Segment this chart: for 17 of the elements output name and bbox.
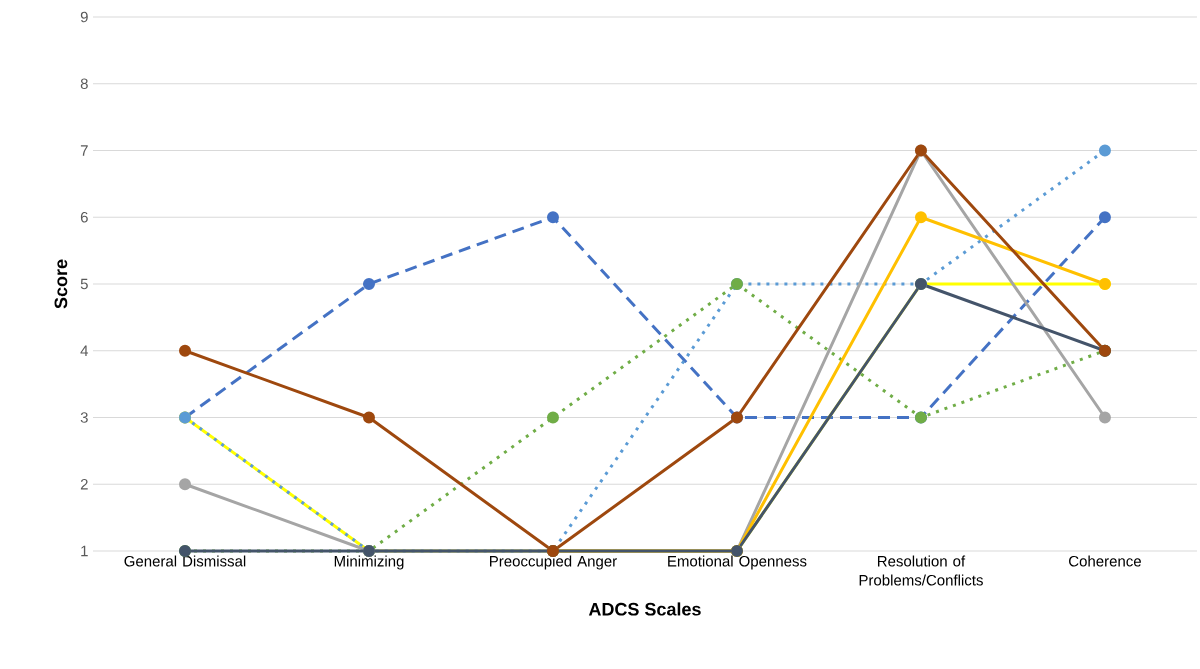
x-tick-label: Emotional Openness (668, 555, 807, 570)
y-tick-label: 7 (80, 145, 88, 156)
x-axis-title: ADCS Scales (588, 602, 701, 616)
x-tick-label: Resolution of Problems/Conflicts (859, 555, 983, 586)
y-tick-label: 6 (80, 211, 88, 223)
y-tick-label: 2 (80, 479, 88, 490)
y-axis-title: Score (54, 259, 68, 309)
x-tick-label: General Dismissal (124, 555, 246, 567)
y-tick-label: 3 (80, 412, 88, 423)
x-tick-label: Minimizing (334, 555, 404, 570)
y-tick-label: 9 (80, 11, 88, 23)
x-tick-label: Preoccupied Anger (490, 555, 617, 570)
y-tick-label: 4 (80, 345, 89, 356)
y-tick-label: 8 (80, 78, 88, 90)
x-tick-label: Coherence (1069, 555, 1141, 567)
y-tick-label: 5 (80, 278, 88, 290)
y-tick-label: 1 (81, 545, 88, 557)
